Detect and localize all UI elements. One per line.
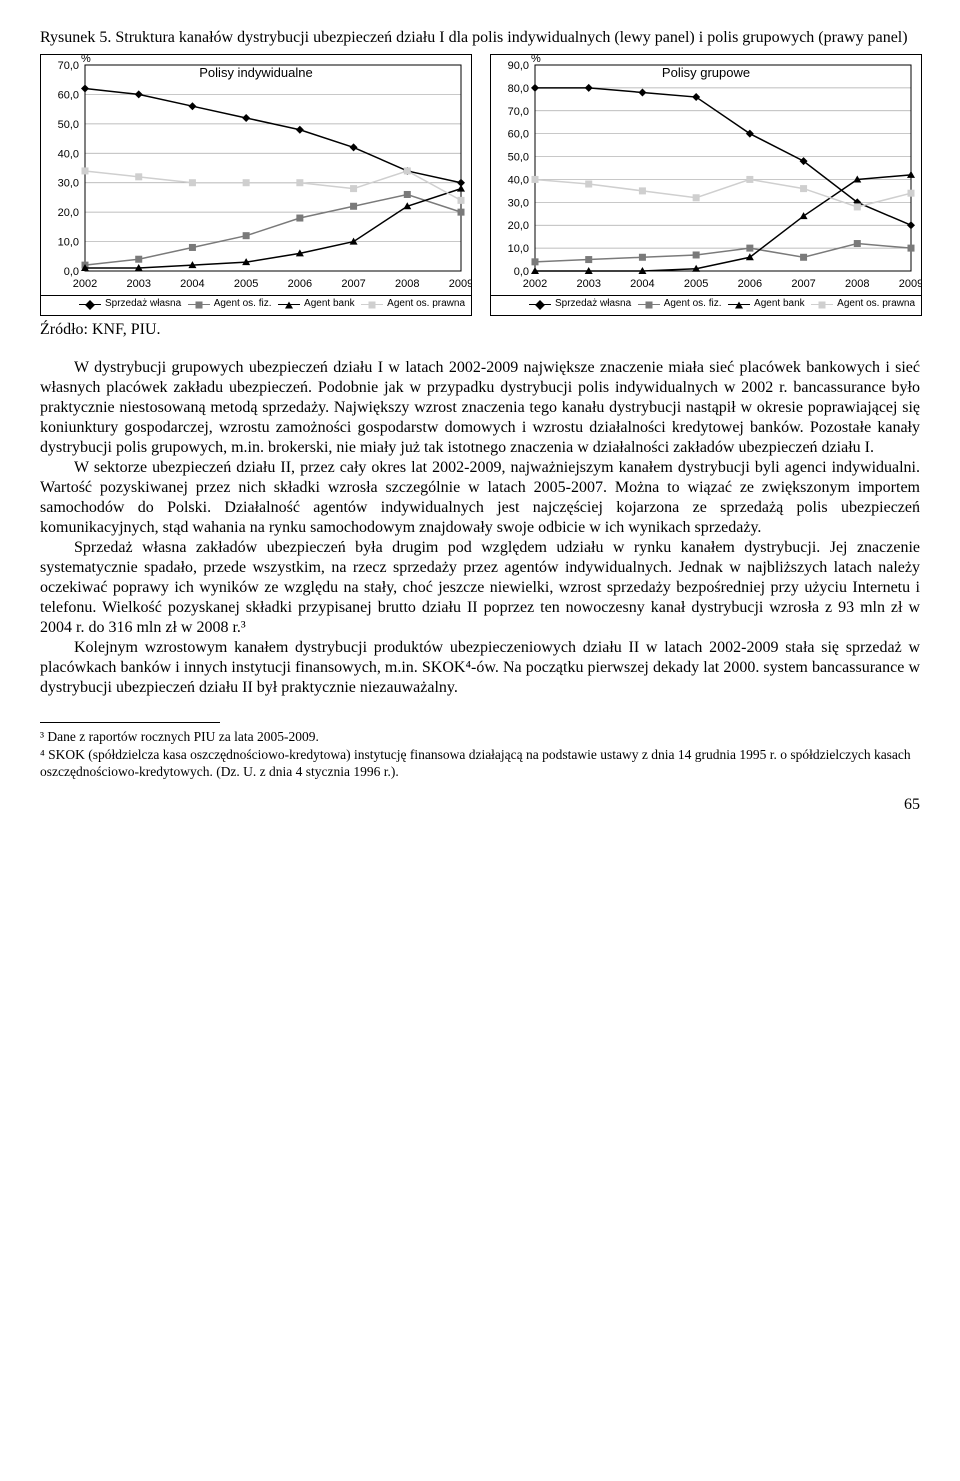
- footnote: ³ Dane z raportów rocznych PIU za lata 2…: [40, 729, 920, 746]
- legend-item: Sprzedaż własna: [79, 298, 181, 311]
- svg-text:2003: 2003: [576, 278, 600, 290]
- svg-text:2005: 2005: [234, 278, 258, 290]
- svg-text:30,0: 30,0: [58, 178, 79, 190]
- svg-text:2004: 2004: [630, 278, 654, 290]
- chart-title-right: Polisy grupowe: [491, 65, 921, 81]
- square-icon: [811, 304, 833, 305]
- svg-text:60,0: 60,0: [58, 89, 79, 101]
- figure-caption: Rysunek 5. Struktura kanałów dystrybucji…: [40, 28, 920, 48]
- square-icon: [188, 304, 210, 305]
- svg-text:2006: 2006: [738, 278, 762, 290]
- svg-text:2007: 2007: [791, 278, 815, 290]
- legend-item: Agent os. prawna: [811, 298, 915, 311]
- figure-source: Źródło: KNF, PIU.: [40, 320, 920, 340]
- svg-text:50,0: 50,0: [508, 152, 529, 164]
- diamond-icon: [79, 304, 101, 305]
- legend-label: Sprzedaż własna: [105, 298, 181, 311]
- svg-text:2003: 2003: [126, 278, 150, 290]
- footnote: ⁴ SKOK (spółdzielcza kasa oszczędnościow…: [40, 747, 920, 781]
- svg-text:2004: 2004: [180, 278, 204, 290]
- legend-label: Agent bank: [754, 298, 805, 311]
- svg-text:2009: 2009: [449, 278, 471, 290]
- svg-text:60,0: 60,0: [508, 129, 529, 141]
- svg-text:2008: 2008: [845, 278, 869, 290]
- paragraph: Sprzedaż własna zakładów ubezpieczeń był…: [40, 538, 920, 638]
- svg-text:2005: 2005: [684, 278, 708, 290]
- svg-text:2007: 2007: [341, 278, 365, 290]
- svg-text:20,0: 20,0: [58, 207, 79, 219]
- legend-item: Agent os. fiz.: [188, 298, 272, 311]
- footnotes: ³ Dane z raportów rocznych PIU za lata 2…: [40, 729, 920, 782]
- chart-title-left: Polisy indywidualne: [41, 65, 471, 81]
- svg-text:2002: 2002: [73, 278, 97, 290]
- paragraph: W dystrybucji grupowych ubezpieczeń dzia…: [40, 358, 920, 458]
- legend-item: Sprzedaż własna: [529, 298, 631, 311]
- svg-text:70,0: 70,0: [508, 106, 529, 118]
- paragraph: W sektorze ubezpieczeń działu II, przez …: [40, 458, 920, 538]
- legend-item: Agent bank: [728, 298, 805, 311]
- svg-text:2009: 2009: [899, 278, 921, 290]
- svg-text:2008: 2008: [395, 278, 419, 290]
- legend-label: Sprzedaż własna: [555, 298, 631, 311]
- svg-text:80,0: 80,0: [508, 83, 529, 95]
- svg-text:10,0: 10,0: [508, 243, 529, 255]
- svg-text:2002: 2002: [523, 278, 547, 290]
- triangle-icon: [728, 304, 750, 305]
- chart-left: % Polisy indywidualne 0,010,020,030,040,…: [40, 54, 472, 316]
- footnote-separator: [40, 722, 220, 723]
- page-number: 65: [40, 795, 920, 815]
- square-icon: [361, 304, 383, 305]
- svg-text:40,0: 40,0: [58, 148, 79, 160]
- legend-label: Agent os. fiz.: [664, 298, 722, 311]
- legend-item: Agent bank: [278, 298, 355, 311]
- charts-row: % Polisy indywidualne 0,010,020,030,040,…: [40, 54, 920, 316]
- svg-text:0,0: 0,0: [514, 266, 529, 278]
- legend-label: Agent os. prawna: [387, 298, 465, 311]
- chart-right-svg: 0,010,020,030,040,050,060,070,080,090,02…: [491, 55, 921, 295]
- legend-item: Agent os. fiz.: [638, 298, 722, 311]
- svg-text:30,0: 30,0: [508, 197, 529, 209]
- svg-text:10,0: 10,0: [58, 237, 79, 249]
- square-icon: [638, 304, 660, 305]
- svg-text:20,0: 20,0: [508, 220, 529, 232]
- svg-text:50,0: 50,0: [58, 119, 79, 131]
- legend-item: Agent os. prawna: [361, 298, 465, 311]
- diamond-icon: [529, 304, 551, 305]
- legend-label: Agent os. prawna: [837, 298, 915, 311]
- paragraph: Kolejnym wzrostowym kanałem dystrybucji …: [40, 638, 920, 698]
- chart-right: % Polisy grupowe 0,010,020,030,040,050,0…: [490, 54, 922, 316]
- body-text: W dystrybucji grupowych ubezpieczeń dzia…: [40, 358, 920, 698]
- svg-text:2006: 2006: [288, 278, 312, 290]
- legend-right: Sprzedaż własna Agent os. fiz. Agent ban…: [491, 295, 921, 315]
- legend-label: Agent bank: [304, 298, 355, 311]
- chart-left-svg: 0,010,020,030,040,050,060,070,0200220032…: [41, 55, 471, 295]
- legend-label: Agent os. fiz.: [214, 298, 272, 311]
- triangle-icon: [278, 304, 300, 305]
- legend-left: Sprzedaż własna Agent os. fiz. Agent ban…: [41, 295, 471, 315]
- svg-text:40,0: 40,0: [508, 174, 529, 186]
- svg-text:0,0: 0,0: [64, 266, 79, 278]
